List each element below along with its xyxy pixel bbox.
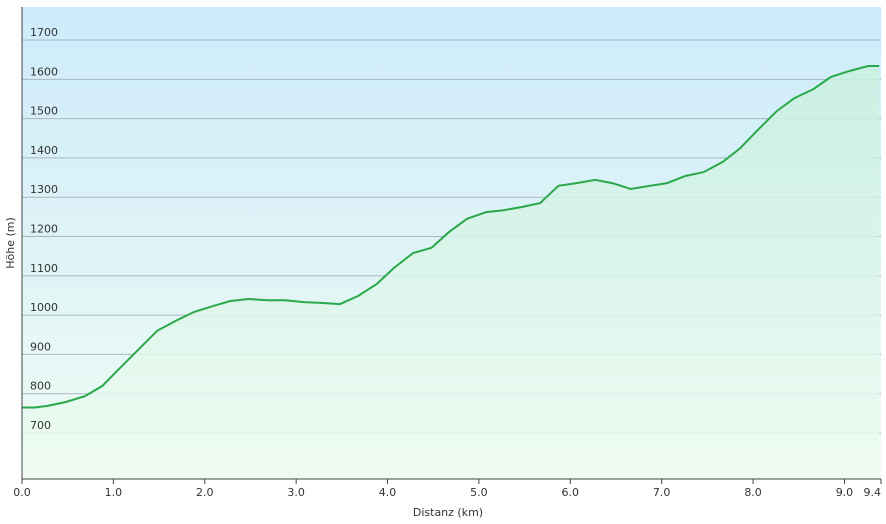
x-tick-label: 9.4 [864,486,882,499]
x-tick-label: 1.0 [105,486,123,499]
y-tick-label: 1500 [30,105,58,118]
x-tick-label: 3.0 [287,486,305,499]
y-tick-label: 1100 [30,262,58,275]
x-tick-label: 6.0 [562,486,580,499]
area [22,66,880,479]
y-tick-label: 1400 [30,144,58,157]
x-tick-label: 0.0 [13,486,31,499]
y-axis-label: Höhe (m) [4,217,17,269]
y-tick-label: 1300 [30,183,58,196]
y-tick-label: 1700 [30,26,58,39]
y-tick-label: 1200 [30,223,58,236]
x-axis-label: Distanz (km) [413,506,483,519]
y-tick-label: 1600 [30,65,58,78]
x-tick-label: 8.0 [744,486,762,499]
y-tick-label: 800 [30,380,51,393]
y-tick-label: 1000 [30,301,58,314]
x-tick-label: 7.0 [653,486,671,499]
x-tick-label: 4.0 [379,486,397,499]
x-tick-label: 2.0 [196,486,214,499]
x-tick-label: 5.0 [470,486,488,499]
x-tick-label: 9.0 [836,486,854,499]
line [22,65,880,409]
y-tick-label: 900 [30,340,51,353]
y-tick-label: 700 [30,419,51,432]
